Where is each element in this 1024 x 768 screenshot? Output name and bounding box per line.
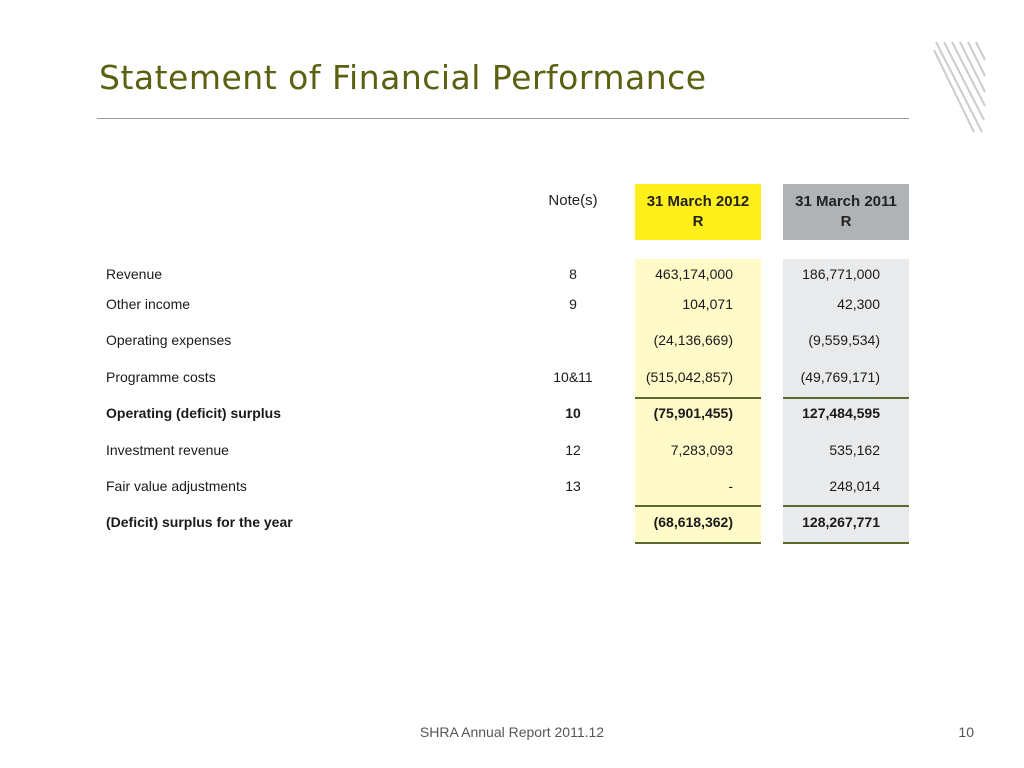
table-row-deficit-surplus: (Deficit) surplus for the year (68,618,3… bbox=[0, 511, 1024, 533]
page-number: 10 bbox=[958, 724, 974, 740]
row-label: Investment revenue bbox=[106, 442, 229, 458]
row-note: 8 bbox=[569, 266, 577, 282]
row-label: Revenue bbox=[106, 266, 163, 282]
table-row-operating-expenses: Operating expenses (24,136,669) (9,559,5… bbox=[0, 329, 1024, 351]
row-note: 12 bbox=[565, 442, 581, 458]
subtotal-rule-2011 bbox=[783, 397, 909, 399]
total-rule-bottom-2011 bbox=[783, 542, 909, 544]
row-label: Other income bbox=[106, 296, 191, 312]
corner-logo-decoration bbox=[933, 41, 986, 133]
header-2011-currency: R bbox=[840, 213, 852, 230]
title-divider bbox=[97, 118, 909, 119]
value-2011: (9,559,534) bbox=[808, 332, 880, 348]
value-2011: (49,769,171) bbox=[800, 369, 880, 385]
value-2011: 248,014 bbox=[829, 478, 880, 494]
row-label: Operating expenses bbox=[106, 332, 232, 348]
total-rule-top-2011 bbox=[783, 505, 909, 507]
row-note: 10 bbox=[565, 405, 581, 421]
table-row-programme-costs: Programme costs 10&11 (515,042,857) (49,… bbox=[0, 366, 1024, 388]
value-2011: 128,267,771 bbox=[802, 514, 880, 530]
value-2012: (515,042,857) bbox=[645, 369, 733, 385]
table-row-fair-value-adjustments: Fair value adjustments 13 - 248,014 bbox=[0, 475, 1024, 497]
row-label: (Deficit) surplus for the year bbox=[106, 514, 293, 530]
subtotal-rule-2012 bbox=[635, 397, 761, 399]
value-2012: 104,071 bbox=[682, 296, 733, 312]
value-2012: 7,283,093 bbox=[670, 442, 733, 458]
row-label: Operating (deficit) surplus bbox=[106, 405, 282, 421]
row-label: Fair value adjustments bbox=[106, 478, 247, 494]
column-2012-highlight bbox=[635, 259, 761, 544]
total-rule-top-2012 bbox=[635, 505, 761, 507]
table-row-operating-surplus: Operating (deficit) surplus 10 (75,901,4… bbox=[0, 402, 1024, 424]
value-2012: - bbox=[728, 478, 733, 494]
value-2011: 127,484,595 bbox=[802, 405, 880, 421]
row-note: 13 bbox=[565, 478, 581, 494]
header-2012-currency: R bbox=[692, 213, 704, 230]
value-2011: 42,300 bbox=[837, 296, 880, 312]
footer-text: SHRA Annual Report 2011.12 bbox=[419, 724, 605, 740]
table-row-investment-revenue: Investment revenue 12 7,283,093 535,162 bbox=[0, 439, 1024, 461]
header-2011-date: 31 March 2011 bbox=[795, 193, 897, 210]
header-notes: Note(s) bbox=[548, 192, 598, 209]
value-2012: 463,174,000 bbox=[655, 266, 733, 282]
row-note: 10&11 bbox=[553, 369, 593, 385]
total-rule-bottom-2012 bbox=[635, 542, 761, 544]
value-2012: (75,901,455) bbox=[653, 405, 733, 421]
header-2012-date: 31 March 2012 bbox=[646, 193, 750, 210]
value-2011: 535,162 bbox=[829, 442, 880, 458]
value-2012: (68,618,362) bbox=[653, 514, 733, 530]
row-label: Programme costs bbox=[106, 369, 216, 385]
table-row-revenue: Revenue 8 463,174,000 186,771,000 bbox=[0, 263, 1024, 285]
value-2012: (24,136,669) bbox=[653, 332, 733, 348]
table-row-other-income: Other income 9 104,071 42,300 bbox=[0, 293, 1024, 315]
slide-title: Statement of Financial Performance bbox=[99, 58, 707, 97]
row-note: 9 bbox=[569, 296, 577, 312]
header-2011: 31 March 2011 R bbox=[783, 184, 909, 240]
value-2011: 186,771,000 bbox=[802, 266, 880, 282]
header-2012: 31 March 2012 R bbox=[635, 184, 761, 240]
column-2011-shading bbox=[783, 259, 909, 544]
